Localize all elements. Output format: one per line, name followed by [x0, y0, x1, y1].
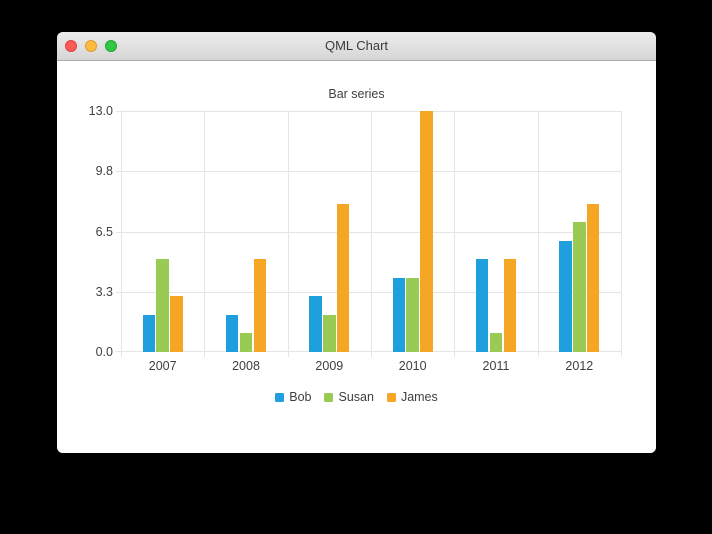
v-gridline [371, 111, 372, 357]
x-axis-tick-label: 2011 [482, 359, 510, 373]
legend-marker-icon [386, 392, 396, 402]
plot-area [116, 111, 622, 357]
x-axis-tick-label: 2010 [398, 359, 427, 373]
bar-bob-2009 [309, 296, 322, 352]
h-gridline [116, 351, 621, 352]
bar-bob-2010 [392, 277, 406, 352]
titlebar[interactable]: QML Chart [57, 32, 656, 61]
chart-title: Bar series [328, 87, 385, 101]
bar-james-2007 [170, 296, 183, 352]
x-axis-labels: 2007 2008 2009 2010 2011 2012 [121, 358, 621, 374]
h-gridline [116, 171, 621, 172]
legend-marker-icon [324, 392, 334, 402]
bar-bob-2012 [559, 240, 572, 352]
bar-james-2011 [503, 259, 517, 352]
bar-james-2012 [586, 203, 600, 352]
legend-item-bob: Bob [275, 390, 311, 404]
legend-label: Bob [289, 390, 312, 404]
v-gridline [538, 111, 539, 357]
bar-bob-2007 [142, 314, 156, 352]
v-gridline [621, 111, 622, 357]
chart-view: Bar series 0.0 3.3 6.5 9.8 13.0 2007 2008 2009… [57, 61, 656, 453]
bar-susan-2009 [323, 314, 336, 352]
legend-label: James [400, 390, 438, 404]
x-axis-tick-label: 2007 [148, 359, 177, 373]
y-axis-tick-label: 9.8 [95, 164, 113, 179]
y-axis-tick-label: 0.0 [95, 345, 113, 359]
v-gridline [454, 111, 455, 357]
x-axis-tick-label: 2009 [315, 359, 344, 373]
h-gridline [116, 111, 621, 112]
app-window: QML Chart Bar series 0.0 3.3 6.5 9.8 13.0 20… [57, 32, 656, 453]
minimize-button[interactable] [85, 40, 97, 52]
bar-james-2010 [420, 111, 433, 352]
legend: Bob Susan James [57, 390, 656, 404]
y-axis-tick-label: 13.0 [88, 104, 113, 118]
y-axis-tick-label: 3.3 [95, 284, 113, 299]
bar-bob-2008 [225, 314, 239, 352]
zoom-button[interactable] [105, 40, 117, 52]
h-gridline [116, 232, 621, 233]
y-axis-labels: 0.0 3.3 6.5 9.8 13.0 [57, 104, 113, 359]
v-gridline [288, 111, 289, 357]
legend-item-james: James [386, 390, 438, 404]
bar-james-2009 [336, 203, 350, 352]
bar-susan-2011 [489, 333, 503, 352]
v-gridline [121, 111, 122, 357]
y-axis-tick-label: 6.5 [95, 224, 113, 239]
bar-susan-2007 [156, 259, 169, 352]
x-axis-tick-label: 2012 [565, 359, 594, 373]
h-gridline [116, 292, 621, 293]
legend-item-susan: Susan [324, 390, 374, 404]
bar-bob-2011 [475, 259, 489, 352]
x-axis-tick-label: 2008 [232, 359, 260, 373]
v-gridline [204, 111, 205, 357]
bar-susan-2008 [239, 333, 253, 352]
close-button[interactable] [65, 40, 77, 52]
legend-marker-icon [275, 392, 285, 402]
bar-james-2008 [253, 259, 267, 352]
bar-susan-2010 [406, 277, 419, 352]
bar-susan-2012 [573, 222, 586, 352]
window-title: QML Chart [324, 38, 389, 53]
legend-label: Susan [338, 390, 374, 404]
window-controls [65, 32, 117, 60]
